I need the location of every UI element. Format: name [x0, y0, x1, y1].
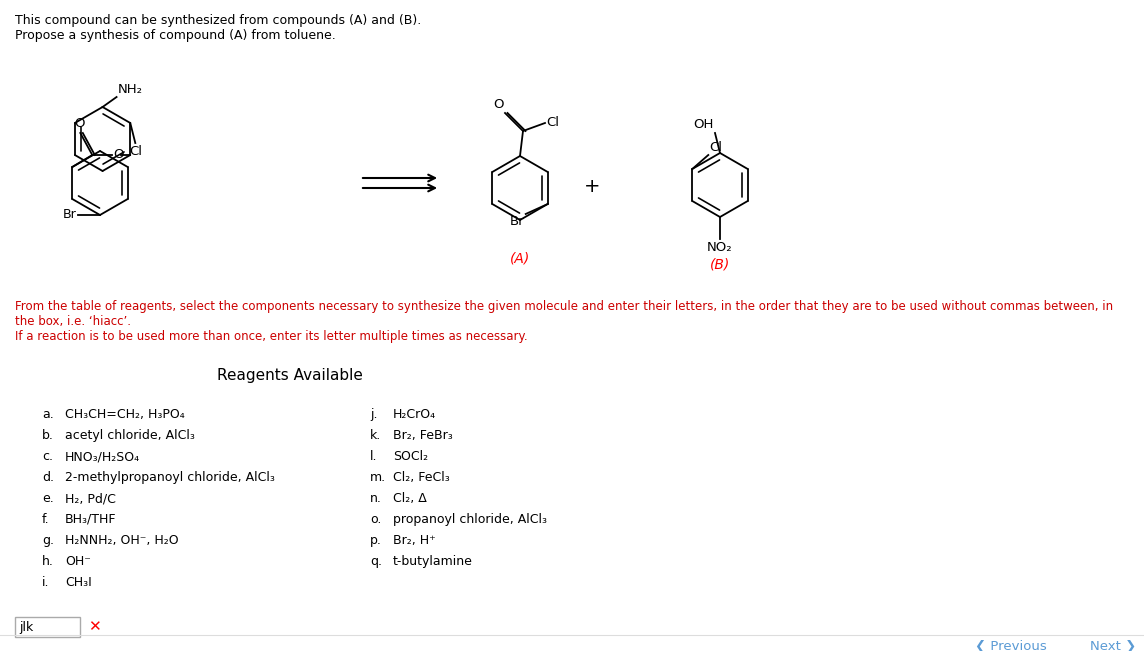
Text: Br₂, FeBr₃: Br₂, FeBr₃	[394, 429, 453, 442]
Text: Cl: Cl	[709, 141, 722, 154]
Text: +: +	[583, 176, 601, 195]
Text: (A): (A)	[510, 252, 530, 266]
Text: Next ❯: Next ❯	[1090, 640, 1136, 651]
Text: Propose a synthesis of compound (A) from toluene.: Propose a synthesis of compound (A) from…	[15, 29, 335, 42]
Text: Cl: Cl	[546, 117, 559, 130]
Text: This compound can be synthesized from compounds (A) and (B).: This compound can be synthesized from co…	[15, 14, 421, 27]
Text: j.: j.	[370, 408, 378, 421]
Text: a.: a.	[42, 408, 54, 421]
Text: Cl: Cl	[129, 145, 142, 158]
Text: Br: Br	[62, 208, 76, 221]
Text: Reagents Available: Reagents Available	[217, 368, 363, 383]
Text: O: O	[113, 148, 124, 161]
Text: acetyl chloride, AlCl₃: acetyl chloride, AlCl₃	[65, 429, 194, 442]
Text: g.: g.	[42, 534, 54, 547]
Text: i.: i.	[42, 576, 49, 589]
Text: q.: q.	[370, 555, 382, 568]
Text: NH₂: NH₂	[118, 83, 143, 96]
Text: 2-methylpropanoyl chloride, AlCl₃: 2-methylpropanoyl chloride, AlCl₃	[65, 471, 275, 484]
Text: m.: m.	[370, 471, 387, 484]
Text: jlk: jlk	[19, 620, 33, 633]
Text: Br₂, H⁺: Br₂, H⁺	[394, 534, 436, 547]
FancyBboxPatch shape	[15, 617, 80, 637]
Text: If a reaction is to be used more than once, enter its letter multiple times as n: If a reaction is to be used more than on…	[15, 330, 527, 343]
Text: (B): (B)	[710, 257, 730, 271]
Text: HNO₃/H₂SO₄: HNO₃/H₂SO₄	[65, 450, 140, 463]
Text: H₂NNH₂, OH⁻, H₂O: H₂NNH₂, OH⁻, H₂O	[65, 534, 178, 547]
Text: l.: l.	[370, 450, 378, 463]
Text: k.: k.	[370, 429, 381, 442]
Text: NO₂: NO₂	[707, 241, 733, 254]
Text: propanoyl chloride, AlCl₃: propanoyl chloride, AlCl₃	[394, 513, 547, 526]
Text: d.: d.	[42, 471, 54, 484]
Text: H₂, Pd/C: H₂, Pd/C	[65, 492, 116, 505]
Text: CH₃I: CH₃I	[65, 576, 92, 589]
Text: o.: o.	[370, 513, 381, 526]
Text: BH₃/THF: BH₃/THF	[65, 513, 117, 526]
Text: c.: c.	[42, 450, 53, 463]
Text: f.: f.	[42, 513, 49, 526]
Text: From the table of reagents, select the components necessary to synthesize the gi: From the table of reagents, select the c…	[15, 300, 1113, 313]
Text: Cl₂, Δ: Cl₂, Δ	[394, 492, 427, 505]
Text: H₂CrO₄: H₂CrO₄	[394, 408, 436, 421]
Text: t-butylamine: t-butylamine	[394, 555, 472, 568]
Text: the box, i.e. ‘hiacc’.: the box, i.e. ‘hiacc’.	[15, 315, 132, 328]
Text: Br: Br	[510, 215, 525, 228]
Text: O: O	[493, 98, 505, 111]
Text: Cl₂, FeCl₃: Cl₂, FeCl₃	[394, 471, 450, 484]
Text: O: O	[74, 117, 85, 130]
Text: OH: OH	[693, 118, 714, 131]
Text: p.: p.	[370, 534, 382, 547]
Text: OH⁻: OH⁻	[65, 555, 90, 568]
Text: e.: e.	[42, 492, 54, 505]
Text: b.: b.	[42, 429, 54, 442]
Text: h.: h.	[42, 555, 54, 568]
Text: ❮ Previous: ❮ Previous	[975, 640, 1047, 651]
Text: ✕: ✕	[88, 620, 101, 635]
Text: n.: n.	[370, 492, 382, 505]
Text: SOCl₂: SOCl₂	[394, 450, 428, 463]
Text: CH₃CH=CH₂, H₃PO₄: CH₃CH=CH₂, H₃PO₄	[65, 408, 184, 421]
